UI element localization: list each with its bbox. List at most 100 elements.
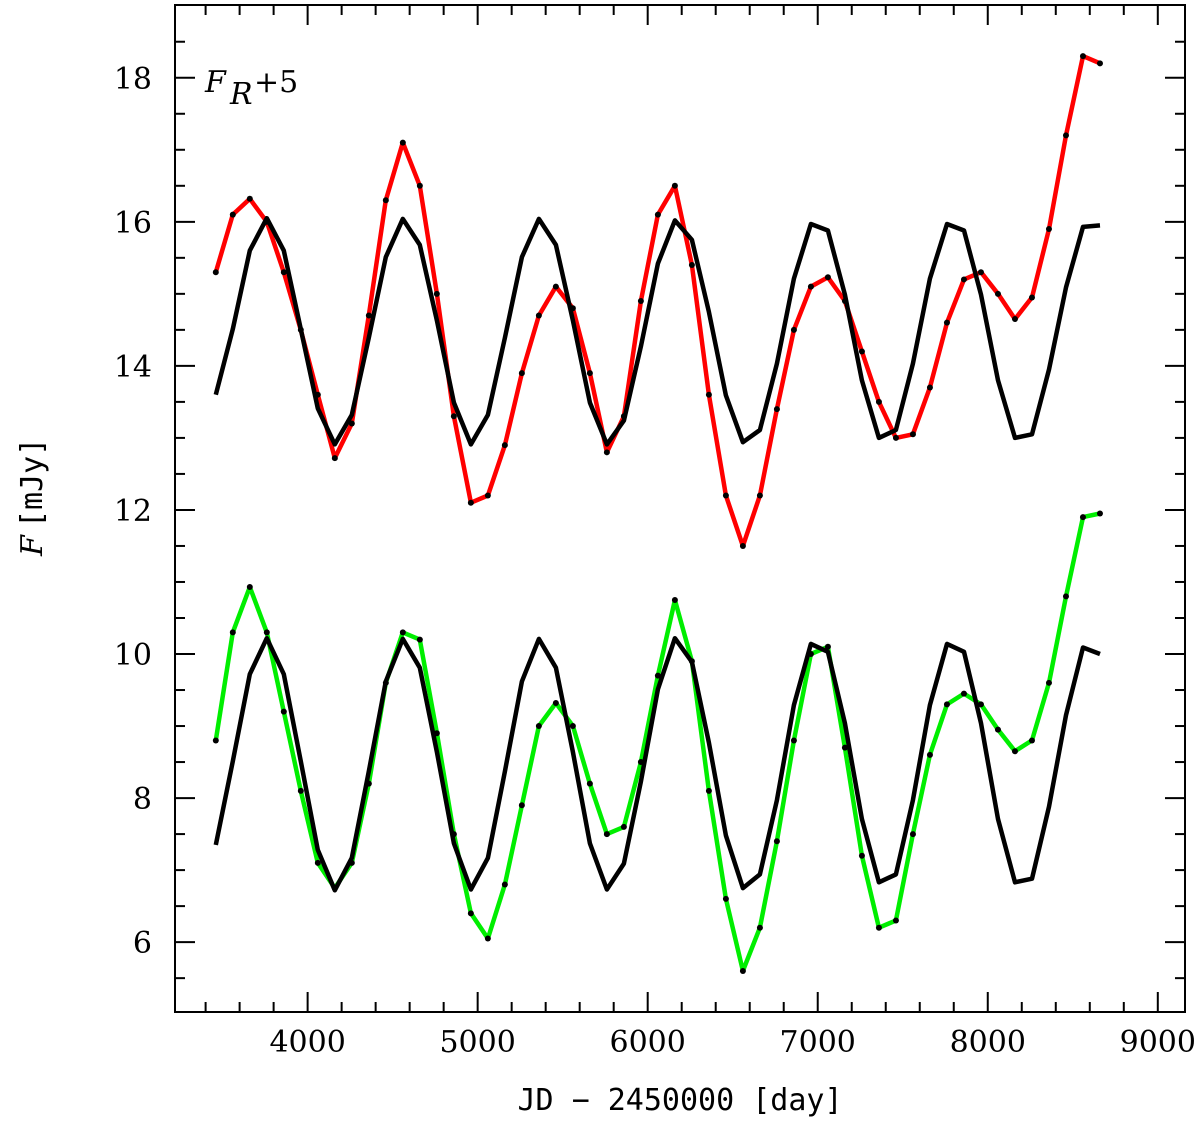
data-point <box>773 838 780 845</box>
x-tick-label: 7000 <box>780 1025 856 1060</box>
data-point <box>450 831 457 838</box>
data-point <box>1045 679 1052 686</box>
data-point <box>824 643 831 650</box>
data-point <box>705 391 712 398</box>
data-point <box>671 596 678 603</box>
data-point <box>875 924 882 931</box>
data-point <box>467 910 474 917</box>
annotation: F R +5 <box>204 65 298 112</box>
data-point <box>552 699 559 706</box>
data-point <box>365 780 372 787</box>
data-point <box>688 658 695 665</box>
data-point <box>637 298 644 305</box>
data-point <box>433 290 440 297</box>
data-point <box>994 290 1001 297</box>
data-point <box>263 218 270 225</box>
data-point <box>790 737 797 744</box>
data-point <box>229 629 236 636</box>
data-point <box>280 708 287 715</box>
data-point <box>909 831 916 838</box>
data-point <box>314 391 321 398</box>
data-point <box>1096 60 1103 67</box>
data-point <box>875 398 882 405</box>
series-line <box>213 511 1101 974</box>
plot-frame <box>174 4 1186 1013</box>
data-point <box>297 787 304 794</box>
data-point <box>535 312 542 319</box>
data-point <box>501 442 508 449</box>
series-line <box>213 215 1101 447</box>
y-tick-label: 6 <box>133 926 152 961</box>
data-point <box>926 751 933 758</box>
data-point <box>501 881 508 888</box>
x-tick-label: 4000 <box>269 1025 345 1060</box>
data-point <box>314 859 321 866</box>
data-point <box>484 935 491 942</box>
data-point <box>722 492 729 499</box>
data-point <box>1062 593 1069 600</box>
x-tick-label: 6000 <box>610 1025 686 1060</box>
data-point <box>484 492 491 499</box>
data-point <box>569 723 576 730</box>
data-point <box>858 852 865 859</box>
data-point <box>705 787 712 794</box>
annotation-symbol: F <box>204 65 227 100</box>
data-point <box>297 326 304 333</box>
data-point <box>416 636 423 643</box>
data-point <box>620 823 627 830</box>
data-point <box>365 312 372 319</box>
data-point <box>620 413 627 420</box>
data-point <box>671 182 678 189</box>
y-tick-label: 16 <box>114 206 152 241</box>
data-point <box>348 859 355 866</box>
data-point <box>1011 316 1018 323</box>
data-point <box>603 831 610 838</box>
data-point <box>331 455 338 462</box>
data-point <box>926 384 933 391</box>
data-point <box>382 197 389 204</box>
data-point <box>654 211 661 218</box>
data-point <box>1028 294 1035 301</box>
data-point <box>807 283 814 290</box>
data-point <box>433 730 440 737</box>
data-point <box>518 802 525 809</box>
data-point <box>586 370 593 377</box>
data-point <box>212 737 219 744</box>
data-point <box>892 434 899 441</box>
data-point <box>1062 132 1069 139</box>
data-point <box>977 701 984 708</box>
data-point <box>892 917 899 924</box>
data-point <box>960 276 967 283</box>
data-point <box>603 449 610 456</box>
series-line <box>213 53 1101 549</box>
data-point <box>807 651 814 658</box>
data-point <box>824 274 831 281</box>
data-point <box>943 701 950 708</box>
x-axis-label: JD − 2450000 [day] <box>517 1083 842 1118</box>
data-point <box>994 726 1001 733</box>
x-tick-label: 5000 <box>439 1025 515 1060</box>
data-point <box>569 305 576 312</box>
data-point <box>416 182 423 189</box>
data-point <box>654 672 661 679</box>
data-point <box>518 370 525 377</box>
data-point <box>739 542 746 549</box>
x-tick-label: 9000 <box>1120 1025 1196 1060</box>
data-point <box>586 780 593 787</box>
y-tick-label: 18 <box>114 62 152 97</box>
data-point <box>756 924 763 931</box>
data-point <box>773 406 780 413</box>
data-point <box>688 262 695 269</box>
data-point <box>467 499 474 506</box>
data-point <box>399 139 406 146</box>
y-tick-label: 10 <box>114 638 152 673</box>
data-point <box>399 629 406 636</box>
data-point <box>1096 510 1103 517</box>
data-point <box>977 269 984 276</box>
data-point <box>552 283 559 290</box>
x-tick-label: 8000 <box>950 1025 1026 1060</box>
data-point <box>1079 53 1086 60</box>
data-point <box>858 348 865 355</box>
annotation-subscript: R <box>229 77 253 112</box>
